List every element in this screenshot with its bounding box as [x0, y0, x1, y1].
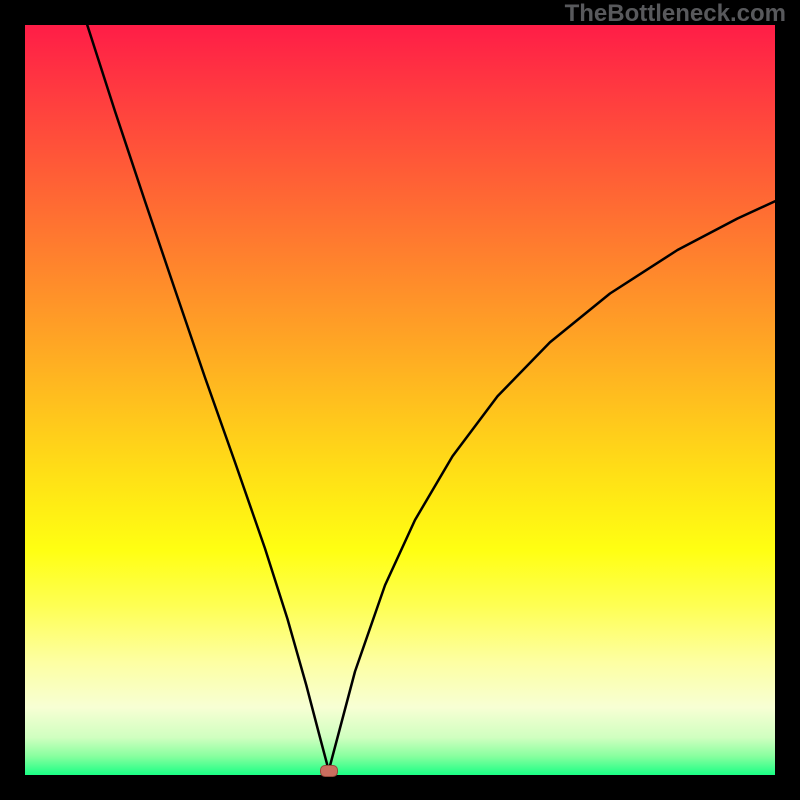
watermark-text: TheBottleneck.com	[565, 0, 786, 28]
bottleneck-curve	[87, 25, 329, 771]
outer-frame	[0, 0, 800, 800]
notch-marker	[320, 765, 338, 777]
curve-svg	[25, 25, 775, 775]
bottleneck-curve	[329, 201, 775, 770]
plot-area	[25, 25, 775, 775]
chart-canvas: TheBottleneck.com	[0, 0, 800, 800]
